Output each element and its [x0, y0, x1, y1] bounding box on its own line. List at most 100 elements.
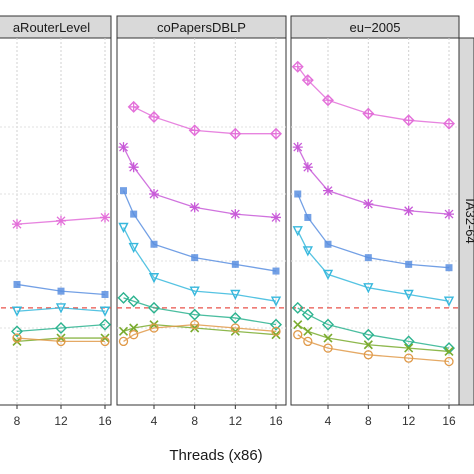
data-point-diamond-plus: [150, 112, 158, 121]
data-point-square: [120, 187, 127, 195]
data-point-square: [13, 280, 21, 288]
data-point-circle: [118, 336, 129, 347]
data-point-diamond: [291, 60, 304, 73]
data-point-square: [231, 260, 239, 268]
data-point-triangle: [302, 246, 313, 257]
data-point-square: [272, 267, 280, 275]
data-point-diamond-plus: [364, 109, 373, 118]
data-point-square: [130, 210, 138, 218]
data-point-diamond: [270, 127, 282, 140]
series-line: [122, 190, 277, 272]
data-point-asterisk: [292, 142, 303, 153]
data-point-triangle: [118, 222, 129, 234]
data-point-asterisk: [363, 199, 374, 210]
data-point-diamond: [301, 308, 314, 321]
series-line: [16, 337, 105, 343]
data-point-diamond-plus: [404, 116, 413, 125]
data-point-diamond: [127, 295, 140, 308]
data-point-circle: [56, 336, 66, 347]
data-point-square: [364, 254, 372, 262]
data-point-diamond: [55, 322, 67, 334]
series-line: [16, 307, 106, 312]
data-point-circle: [404, 353, 414, 363]
panel-strip-label: aRouterLevel: [13, 20, 90, 35]
data-point-diamond-plus: [129, 102, 138, 111]
data-point-cross: [118, 326, 129, 336]
data-point-diamond-plus: [231, 129, 240, 138]
data-point-diamond-plus: [445, 119, 453, 128]
data-point-circle: [293, 330, 303, 340]
data-point-triangle: [292, 226, 303, 237]
data-point-triangle: [128, 242, 139, 254]
series-line: [16, 324, 106, 332]
data-point-diamond-plus: [190, 126, 199, 135]
data-point-diamond: [229, 127, 242, 140]
data-point-diamond: [402, 335, 415, 348]
data-point-square: [191, 254, 199, 262]
data-point-circle: [190, 319, 200, 330]
data-point-square: [405, 260, 413, 268]
data-point-diamond: [443, 117, 455, 130]
x-tick-label: 8: [191, 414, 198, 428]
panel-copapersdblp: coPapersDBLP 4 8 12 16: [116, 15, 287, 428]
data-point-cross: [129, 323, 139, 333]
data-point-diamond: [322, 94, 334, 107]
data-point-diamond-plus: [324, 96, 332, 105]
x-tick-label: 4: [151, 414, 158, 428]
data-point-triangle: [99, 306, 111, 317]
row-strip: IA32-64: [458, 37, 474, 406]
data-point-square: [445, 264, 453, 272]
data-point-asterisk: [403, 205, 414, 216]
data-point-diamond: [443, 342, 455, 355]
row-strip-label: IA32-64: [463, 198, 474, 244]
panel-strip-label: coPapersDBLP: [157, 20, 246, 35]
data-point-triangle: [270, 296, 282, 307]
data-point-diamond: [362, 107, 375, 120]
row-strip-background: [458, 37, 474, 406]
data-point-circle: [363, 350, 373, 360]
data-point-triangle: [230, 289, 241, 301]
panel-strip: [116, 15, 287, 39]
data-point-circle: [303, 336, 313, 347]
data-point-asterisk: [100, 212, 110, 223]
x-tick-label: 16: [98, 414, 112, 428]
data-point-diamond-plus: [293, 62, 302, 71]
panel-eu-2005: eu−2005 4 8 12 16: [290, 15, 460, 428]
panel-background: [116, 37, 287, 406]
data-point-cross: [444, 346, 454, 357]
data-point-triangle: [55, 303, 67, 314]
series-line: [297, 334, 450, 363]
data-point-asterisk: [271, 212, 281, 223]
data-point-cross: [404, 343, 414, 353]
data-point-diamond: [127, 100, 140, 113]
data-point-diamond: [148, 110, 160, 123]
data-point-cross: [323, 333, 333, 343]
data-point-cross: [303, 326, 313, 336]
data-point-diamond-plus: [303, 76, 312, 85]
x-tick-label: 8: [365, 414, 372, 428]
data-point-asterisk: [444, 209, 454, 220]
data-point-triangle: [322, 269, 334, 280]
x-tick-label: 16: [269, 414, 283, 428]
data-point-triangle: [189, 286, 200, 297]
x-tick-label: 16: [442, 414, 456, 428]
series-line: [297, 66, 450, 125]
data-point-circle: [230, 323, 240, 333]
data-point-square: [324, 240, 332, 248]
data-point-asterisk: [302, 162, 313, 173]
data-point-diamond: [148, 301, 160, 314]
data-point-diamond: [270, 318, 282, 331]
series-line: [122, 146, 277, 219]
data-point-diamond: [291, 301, 304, 314]
x-tick-label: 8: [14, 414, 21, 428]
series-line: [297, 146, 450, 215]
data-point-diamond: [322, 318, 334, 331]
x-tick-label: 12: [229, 414, 243, 428]
data-point-diamond: [188, 124, 201, 137]
data-point-circle: [444, 356, 454, 367]
data-point-circle: [12, 333, 22, 343]
data-point-triangle: [443, 296, 455, 307]
data-point-diamond: [117, 291, 130, 304]
data-point-diamond: [402, 114, 415, 127]
